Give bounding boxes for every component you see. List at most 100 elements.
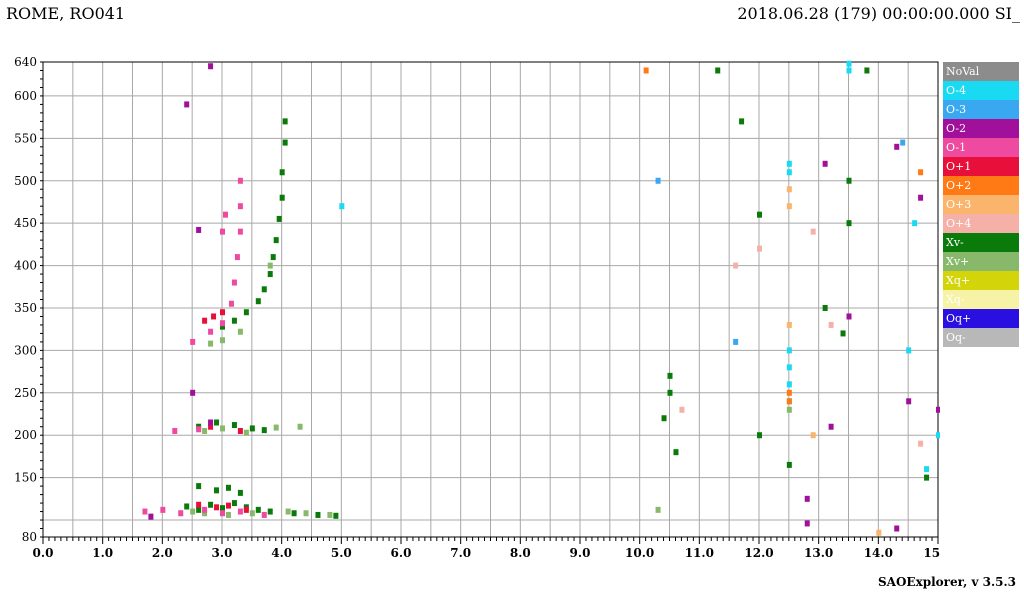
data-point [276,215,282,222]
legend-item: O-3 [943,100,1019,119]
data-point [243,429,249,436]
data-point [733,262,739,269]
data-point [303,510,309,517]
data-point [673,449,679,456]
x-tick-label: 9.0 [570,546,591,560]
y-tick-label: 80 [22,530,37,544]
data-point [936,432,940,439]
data-point [220,320,225,327]
data-point [846,220,852,227]
data-point [178,510,184,517]
x-tick-label: 10.0 [625,546,654,560]
data-point [222,211,228,218]
data-point [234,254,240,261]
data-point [912,220,918,227]
data-point [786,364,792,371]
data-point [208,328,214,335]
data-point [715,67,721,74]
software-version-label: SAOExplorer, v 3.5.3 [878,575,1016,589]
data-point [214,419,220,426]
data-point [237,427,243,434]
data-point [273,424,279,431]
data-point [228,300,234,307]
data-point [196,506,202,513]
data-point [249,425,255,432]
data-point [918,440,924,447]
data-point [285,508,291,515]
legend: NoVal O-4 O-3 O-2 O-1 O+1 O+2 O+3 O+4 Xv- Xv+ Xq+ Xq… [943,62,1019,347]
y-tick-label: 600 [14,89,37,103]
data-point [822,304,828,311]
data-point [828,423,834,430]
data-point [237,203,243,210]
data-point [786,406,792,413]
y-tick-label: 500 [14,174,37,188]
data-point [214,504,220,511]
data-point [231,500,237,507]
x-tick-label: 8.0 [510,546,531,560]
x-tick-label: 14.0 [864,546,893,560]
data-point [208,340,214,347]
data-point [840,330,846,337]
data-point [846,60,852,67]
data-point [243,506,249,513]
data-point [237,508,243,515]
data-point [202,506,208,513]
data-point [804,520,810,527]
data-point [273,237,279,244]
data-point [261,286,267,293]
y-tick-label: 640 [14,55,37,69]
data-point [828,321,834,328]
data-point [786,398,792,405]
legend-item: Oq- [943,328,1019,347]
data-point [786,461,792,468]
y-tick-label: 200 [14,428,37,442]
data-point [918,194,924,201]
data-point [786,160,792,167]
data-point [667,389,673,396]
data-point [655,506,661,513]
legend-item: O+4 [943,214,1019,233]
data-point [894,143,900,150]
data-point [846,177,852,184]
data-point [339,203,345,210]
data-point [208,501,214,508]
data-point [196,426,202,433]
legend-item: O-2 [943,119,1019,138]
data-point [822,160,828,167]
data-point [282,118,288,125]
legend-item: O+3 [943,195,1019,214]
y-tick-label: 150 [14,471,37,485]
data-point [297,423,303,430]
data-point [255,298,261,305]
data-point [255,506,261,513]
data-point [184,101,190,108]
data-point [202,317,208,324]
data-point [220,425,225,432]
legend-item: Xv+ [943,252,1019,271]
x-tick-label: 7.0 [450,546,471,560]
data-point [231,279,237,286]
data-point [267,508,273,515]
data-point [225,511,231,518]
data-point [225,484,231,491]
legend-item: Xq- [943,290,1019,309]
timestamp-label: 2018.06.28 (179) 00:00:00.000 SI_ [737,4,1020,23]
data-point [876,529,882,536]
data-point [261,427,267,434]
data-point [208,419,214,426]
data-point [291,510,297,517]
data-point [315,511,321,518]
data-point [757,432,762,439]
x-tick-label: 13.0 [804,546,833,560]
data-point [211,313,217,320]
data-point [279,169,285,176]
data-point [906,398,912,405]
data-point [679,406,685,413]
x-tick-label: 6.0 [391,546,412,560]
data-point [220,505,225,512]
legend-item: Xv- [943,233,1019,252]
data-point [243,309,249,316]
data-point [142,508,148,515]
data-point [190,338,196,345]
